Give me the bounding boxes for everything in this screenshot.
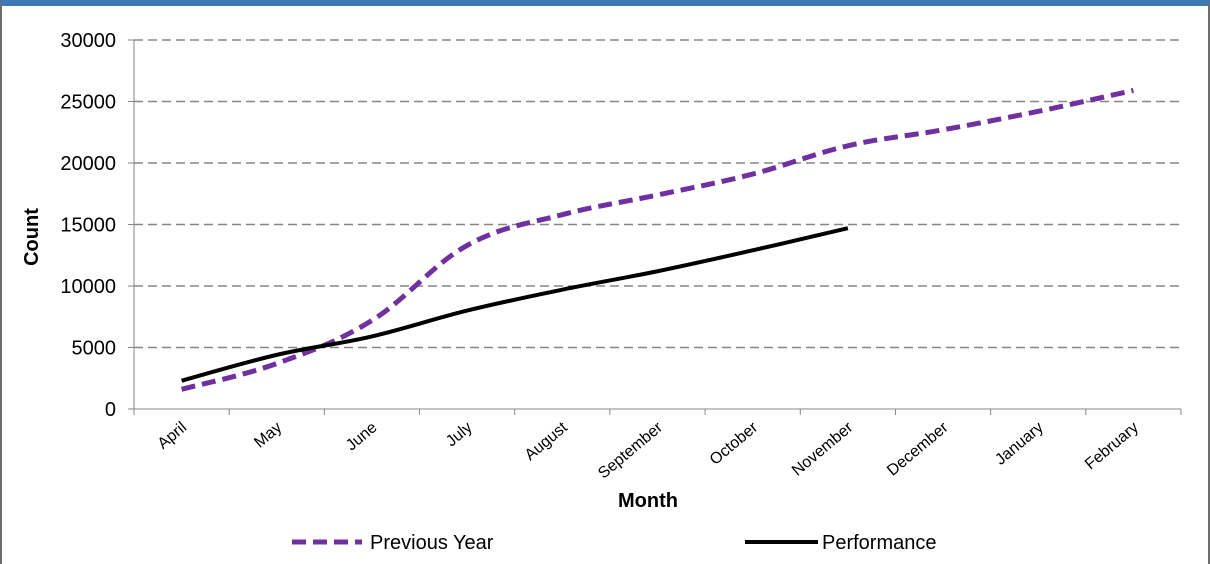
series-lines [180,87,1134,392]
x-tick-label: May [251,419,285,451]
x-tick-label: November [789,419,857,480]
x-tick-label: July [443,419,476,450]
y-tick-label: 25000 [60,92,116,114]
x-tick-label: June [343,419,381,454]
x-tick-label: August [522,419,572,464]
x-axis-title: Month [618,490,678,512]
y-axis-title: Count [21,208,43,266]
x-tick-label: January [992,419,1047,469]
legend: Previous Year Performance [292,532,937,554]
legend-label: Previous Year [370,532,494,554]
x-tick-label: September [595,419,666,483]
y-tick-label: 20000 [60,153,116,175]
x-tick-label: December [884,419,952,480]
gridlines [134,39,1181,349]
series-line-performance [181,226,849,383]
y-tick-label: 10000 [60,276,116,298]
y-tick-label: 15000 [60,215,116,237]
y-tick-labels: 0 5000 10000 15000 20000 25000 30000 [60,30,134,421]
x-tick-label: February [1082,419,1142,473]
series-line-previous-year [180,87,1134,392]
legend-label: Performance [822,532,937,554]
x-tick-label: October [707,419,762,469]
y-tick-label: 5000 [72,338,117,360]
y-tick-label: 30000 [60,30,116,52]
y-tick-label: 0 [105,399,116,421]
x-tick-label: April [155,419,190,453]
x-tick-labels: April May June July August September October No… [133,409,1182,483]
